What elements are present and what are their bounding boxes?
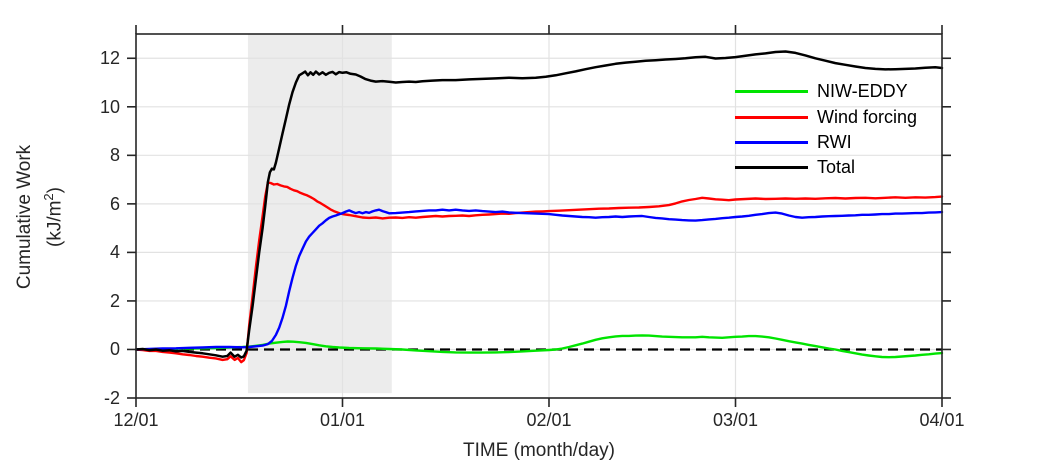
series-line-rwi <box>134 208 944 351</box>
y-tick-label: 2 <box>109 290 120 311</box>
y-tick-label: 0 <box>109 339 120 360</box>
x-tick-label: 04/01 <box>919 410 965 430</box>
legend-line-swatch <box>735 166 808 170</box>
legend-item-rwi: RWI <box>735 130 917 155</box>
y-tick-label: 8 <box>109 145 120 166</box>
series-line-niw-eddy <box>134 334 944 359</box>
legend-item-total: Total <box>735 155 917 180</box>
x-tick-label: 12/01 <box>113 410 159 430</box>
legend-line-swatch <box>735 140 808 144</box>
x-tick-label: 02/01 <box>526 410 572 430</box>
y-tick-label: 4 <box>109 242 120 263</box>
legend: NIW-EDDY Wind forcing RWI Total <box>735 79 917 181</box>
legend-line-swatch <box>735 90 808 94</box>
y-tick-label: 12 <box>99 48 120 69</box>
legend-item-wind-forcing: Wind forcing <box>735 104 917 129</box>
legend-label: RWI <box>817 131 852 152</box>
legend-label: NIW-EDDY <box>817 81 908 102</box>
legend-label: Total <box>817 157 856 178</box>
legend-item-niw-eddy: NIW-EDDY <box>735 79 917 104</box>
axes-box <box>135 33 943 399</box>
y-tick-label: -2 <box>103 388 120 408</box>
y-tick-label: 10 <box>99 96 120 117</box>
series-line-total <box>134 50 944 359</box>
x-tick-label: 03/01 <box>712 410 759 430</box>
x-tick-label: 01/01 <box>319 410 365 430</box>
legend-line-swatch <box>735 115 808 119</box>
y-tick-label: 6 <box>109 193 120 214</box>
legend-label: Wind forcing <box>817 106 918 127</box>
x-axis-label: TIME (month/day) <box>462 440 616 461</box>
